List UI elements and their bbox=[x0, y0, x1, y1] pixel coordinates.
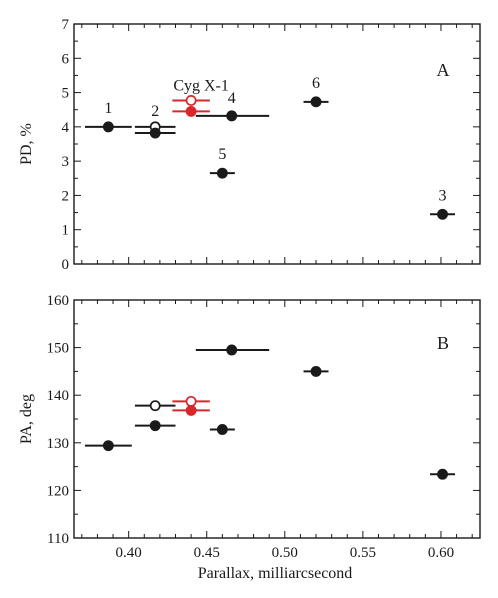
panel-label: B bbox=[437, 333, 449, 353]
point-label: 6 bbox=[312, 75, 320, 92]
data-point bbox=[310, 365, 322, 377]
cyg-x1-series bbox=[172, 395, 210, 416]
x-tick-label: 0.60 bbox=[428, 545, 454, 561]
y-tick-label: 4 bbox=[62, 120, 70, 136]
plot-frame bbox=[73, 299, 481, 539]
point-label: 1 bbox=[104, 100, 112, 117]
data-point-open bbox=[149, 400, 161, 412]
y-tick-label: 6 bbox=[62, 51, 70, 67]
y-tick-label: 130 bbox=[47, 436, 70, 452]
y-axis-label: PA, deg bbox=[18, 394, 35, 444]
data-point bbox=[437, 208, 448, 220]
cyg-x1-series: Cyg X-1 bbox=[172, 77, 229, 117]
data-point bbox=[216, 424, 228, 435]
point-label: 5 bbox=[218, 146, 226, 163]
data-point bbox=[310, 96, 322, 108]
y-tick-label: 110 bbox=[47, 531, 69, 547]
chart-panel-b: 0.40 0.45 0.50 0.55 0.60 110 120 130 140 150 160 PA… bbox=[18, 293, 481, 561]
y-tick-label: 160 bbox=[47, 293, 70, 309]
y-tick-label: 3 bbox=[62, 154, 70, 170]
data-point bbox=[437, 468, 448, 480]
panel-label: A bbox=[437, 60, 450, 80]
data-point bbox=[226, 344, 238, 356]
data-point bbox=[216, 167, 228, 179]
point-label: 2 bbox=[151, 103, 159, 120]
data-point bbox=[149, 127, 161, 139]
data-point bbox=[226, 110, 238, 122]
point-label: 4 bbox=[228, 90, 236, 107]
data-point bbox=[102, 440, 114, 452]
x-tick-label: 0.45 bbox=[194, 545, 220, 561]
point-label: 3 bbox=[439, 187, 447, 204]
x-tick-label: 0.40 bbox=[116, 545, 142, 561]
y-axis-label: PD, % bbox=[18, 123, 35, 165]
y-tick-label: 0 bbox=[62, 257, 70, 273]
sources-series bbox=[84, 344, 456, 480]
x-tick-label: 0.55 bbox=[350, 545, 376, 561]
y-tick-label: 5 bbox=[62, 86, 70, 102]
plot-frame bbox=[73, 23, 481, 265]
data-point bbox=[185, 404, 197, 416]
y-tick-label: 7 bbox=[62, 17, 70, 33]
y-tick-label: 150 bbox=[47, 341, 70, 357]
data-point-open bbox=[185, 95, 197, 106]
y-tick-label: 1 bbox=[62, 223, 70, 239]
y-tick-label: 140 bbox=[47, 388, 70, 404]
data-point bbox=[185, 105, 197, 117]
y-tick-label: 120 bbox=[47, 483, 70, 499]
sources-series: 1 2 3 4 5 6 bbox=[84, 75, 456, 220]
x-axis-label: Parallax, milliarcsecond bbox=[198, 565, 353, 582]
data-point bbox=[102, 121, 114, 133]
x-tick-label: 0.50 bbox=[272, 545, 298, 561]
chart-panel-a: 0 1 2 3 4 5 6 7 PD, % A 1 2 3 4 5 6 Cyg X-1 bbox=[18, 17, 481, 273]
series-label: Cyg X-1 bbox=[173, 77, 229, 94]
y-tick-label: 2 bbox=[62, 188, 70, 204]
data-point bbox=[149, 420, 161, 432]
data-point-open bbox=[185, 395, 197, 407]
